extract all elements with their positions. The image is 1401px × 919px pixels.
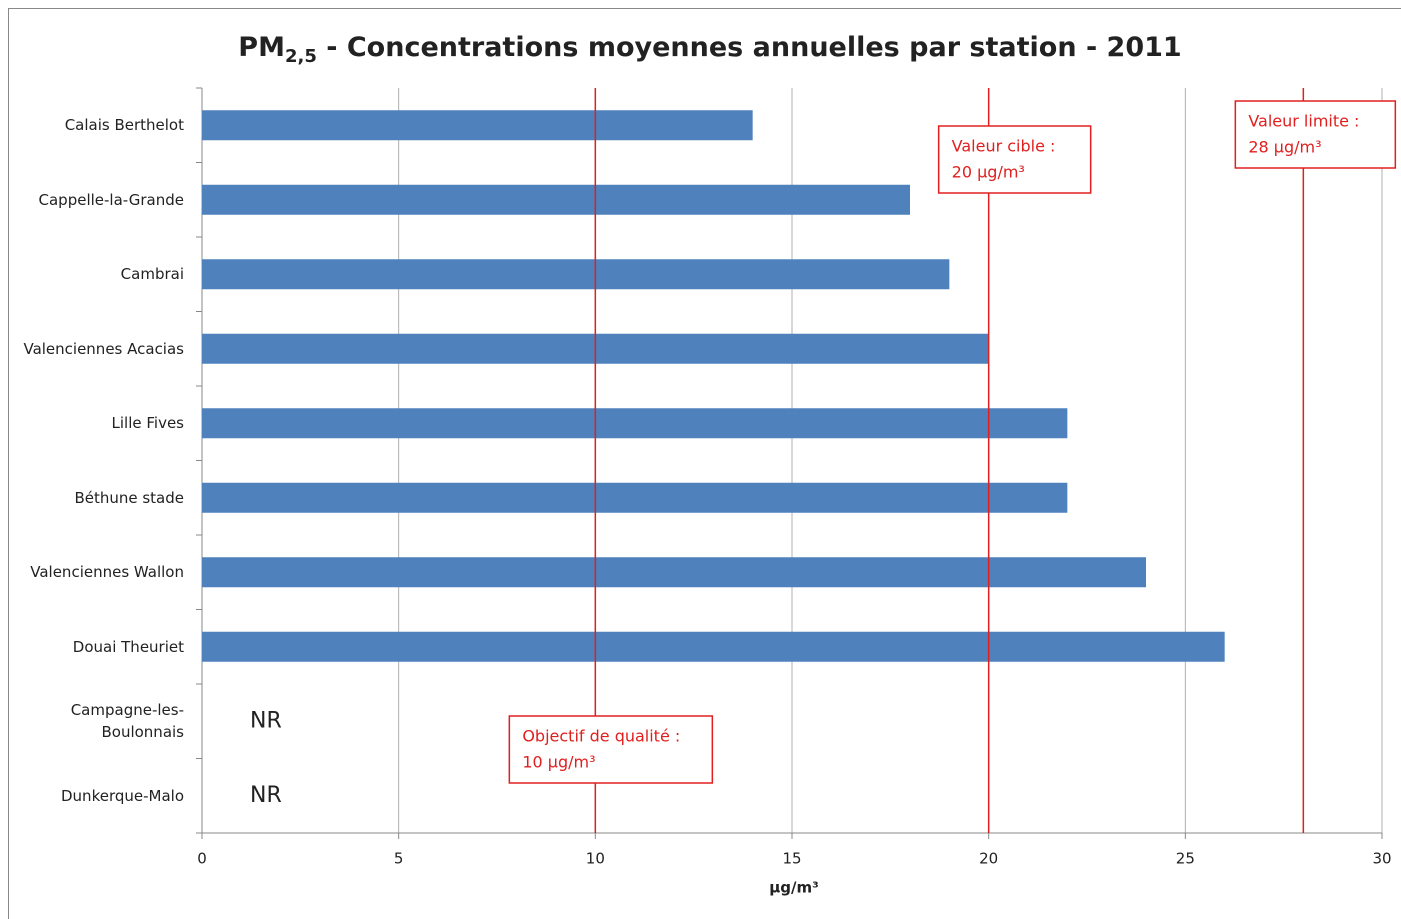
x-tick-label: 0 [197,850,207,868]
title-rest: - Concentrations moyennes annuelles par … [317,32,1182,63]
annotation-text: Valeur cible : [952,137,1056,156]
annotation-box [937,125,1092,194]
title-sub: 2,5 [285,46,317,67]
y-tick-label: Valenciennes Wallon [30,563,184,582]
x-tick-label: 5 [394,850,404,868]
y-tick-label: Calais Berthelot [64,116,184,135]
x-tick-label: 10 [586,850,605,868]
annotation-text: Objectif de qualité : [522,727,680,746]
bar [202,557,1146,588]
y-tick-label: Béthune stade [74,488,184,507]
x-tick-label: 15 [782,850,801,868]
bar [202,631,1225,662]
annotation-box [508,715,714,784]
y-tick-label: Valenciennes Acacias [23,339,184,358]
annotation-text: 20 µg/m³ [952,163,1025,182]
y-tick-label: Cappelle-la-Grande [38,190,184,209]
x-tick-label: 25 [1176,850,1195,868]
y-tick-label: Dunkerque-Malo [61,786,184,805]
bar [202,482,1068,513]
y-tick-label: Campagne-les-Boulonnais [70,701,184,742]
annotation-text: 10 µg/m³ [522,753,595,772]
y-tick-label: Cambrai [120,265,184,284]
annotation-text: Valeur limite : [1248,112,1359,131]
bar [202,408,1068,439]
value-label: NR [250,783,282,808]
bar [202,184,910,215]
x-axis-title: µg/m³ [769,879,818,897]
value-label: NR [250,708,282,733]
y-tick-label: Lille Fives [111,414,184,433]
y-tick-label: Douai Theuriet [72,637,184,656]
chart-title: PM2,5 - Concentrations moyennes annuelle… [238,32,1181,68]
annotation-text: 28 µg/m³ [1248,138,1321,157]
annotation-box [1234,100,1397,169]
bar [202,259,950,290]
x-tick-label: 20 [979,850,998,868]
title-main: PM [238,32,285,63]
x-tick-label: 30 [1372,850,1391,868]
bar [202,110,753,141]
